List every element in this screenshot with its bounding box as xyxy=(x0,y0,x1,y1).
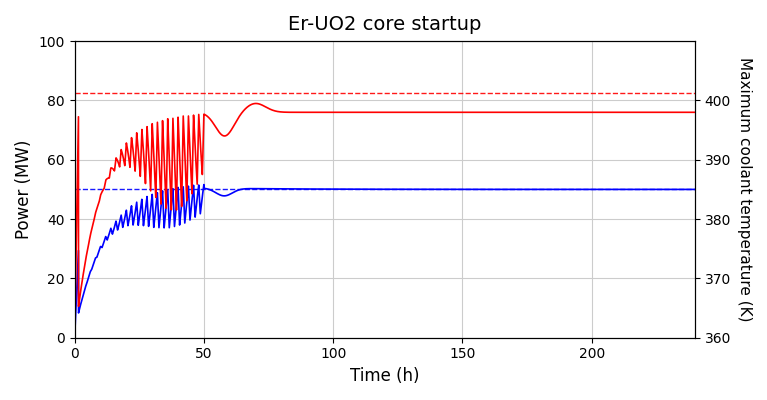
Y-axis label: Maximum coolant temperature (K): Maximum coolant temperature (K) xyxy=(737,57,752,322)
Y-axis label: Power (MW): Power (MW) xyxy=(15,140,33,239)
Title: Er-UO2 core startup: Er-UO2 core startup xyxy=(288,15,482,34)
X-axis label: Time (h): Time (h) xyxy=(350,367,420,385)
